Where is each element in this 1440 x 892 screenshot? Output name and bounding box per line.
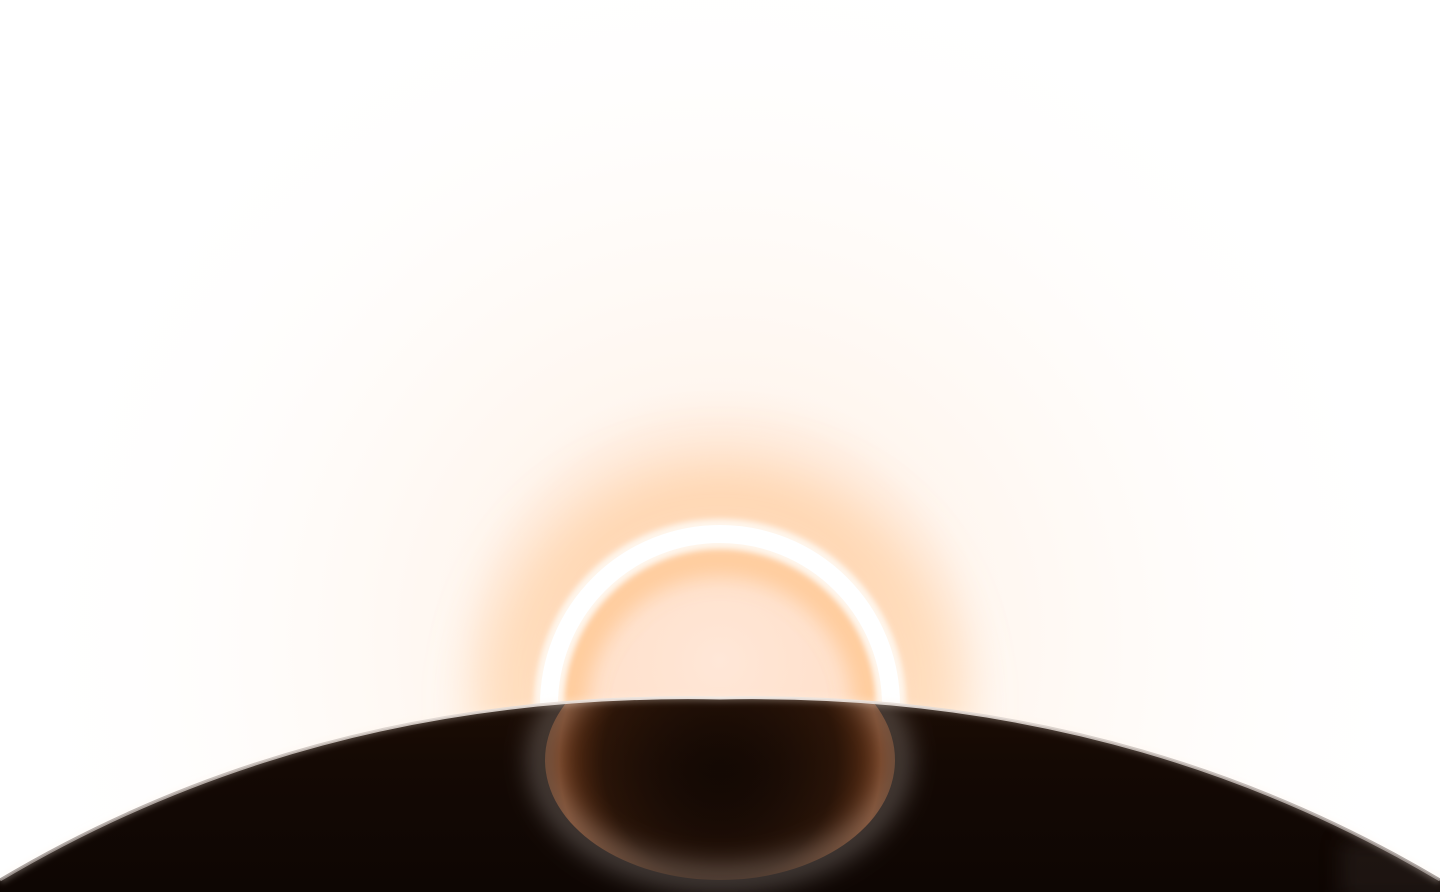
ring-reflection-highlight xyxy=(534,697,906,886)
planet-horizon xyxy=(0,693,1440,892)
